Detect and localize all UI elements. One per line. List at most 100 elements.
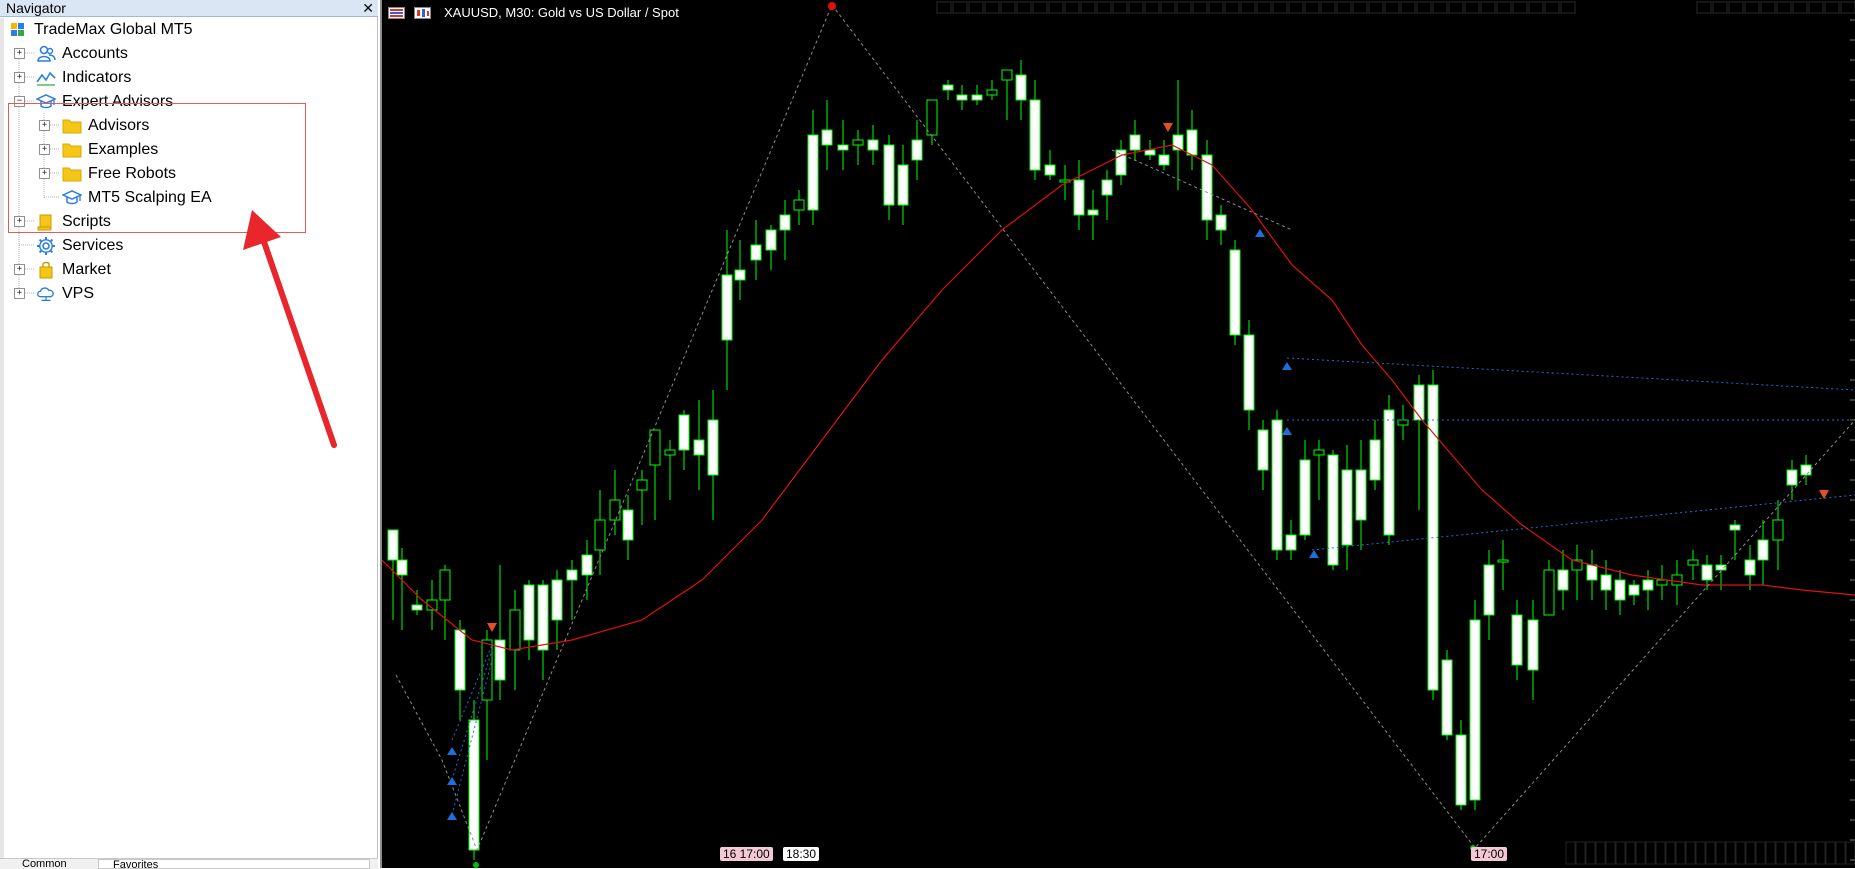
- scale-box: [1615, 841, 1626, 865]
- candle-body: [1271, 419, 1283, 551]
- scale-box: [1685, 841, 1696, 865]
- scale-box: [968, 1, 984, 14]
- tree-item-mt5-scalping-ea[interactable]: MT5 Scalping EA: [62, 186, 212, 210]
- candle-body: [396, 559, 408, 576]
- scale-box: [1144, 1, 1160, 14]
- scale-box: [1765, 841, 1776, 865]
- tree-item-vps[interactable]: VPS: [36, 282, 94, 306]
- candle-body: [1571, 559, 1583, 571]
- candle-body: [1327, 454, 1339, 566]
- tree-item-indicators[interactable]: Indicators: [36, 66, 131, 90]
- candle-body: [1129, 134, 1141, 151]
- expand-icon[interactable]: +: [14, 288, 25, 299]
- folder-icon: [62, 164, 82, 184]
- buy-arrow-icon: [1282, 427, 1292, 435]
- expand-icon[interactable]: +: [39, 168, 50, 179]
- sell-arrow-icon: [487, 623, 497, 632]
- candle-body: [867, 139, 879, 151]
- scale-box: [1128, 1, 1144, 14]
- scale-box: [984, 1, 1000, 14]
- sell-arrow-icon: [1819, 490, 1829, 499]
- scale-box: [1735, 841, 1746, 865]
- candle-body: [439, 569, 451, 601]
- candle-body: [971, 94, 983, 101]
- tree-item-services[interactable]: Services: [36, 234, 123, 258]
- scale-box: [1785, 841, 1796, 865]
- tab-common[interactable]: Common: [22, 859, 67, 869]
- scale-box: [1845, 841, 1855, 865]
- expand-icon[interactable]: +: [14, 216, 25, 227]
- candle-body: [1557, 569, 1569, 591]
- scale-box: [1256, 1, 1272, 14]
- expand-icon[interactable]: +: [14, 48, 25, 59]
- tree-item-scripts[interactable]: Scripts: [36, 210, 111, 234]
- vps-icon: [36, 284, 56, 304]
- scale-box: [1464, 1, 1480, 14]
- chart-candles-icon[interactable]: [414, 6, 431, 19]
- tree-item-advisors[interactable]: Advisors: [62, 114, 149, 138]
- candle-body: [1483, 564, 1495, 616]
- tree-item-market[interactable]: Market: [36, 258, 111, 282]
- navigator-tree: TradeMax Global MT5 + Accounts + Indicat…: [0, 18, 378, 858]
- expand-icon[interactable]: +: [14, 264, 25, 275]
- scale-box: [952, 1, 968, 14]
- candle-body: [454, 629, 466, 691]
- candle-body: [1800, 464, 1812, 476]
- scale-box: [1575, 841, 1586, 865]
- sell-arrow-icon: [1163, 123, 1173, 132]
- candle-body: [551, 579, 563, 621]
- tree-item-examples[interactable]: Examples: [62, 138, 158, 162]
- zigzag-line: [395, 4, 1855, 852]
- navigator-header: Navigator ✕: [0, 0, 378, 17]
- price-chart[interactable]: [382, 0, 1855, 868]
- expand-icon[interactable]: +: [39, 144, 50, 155]
- scale-box: [1192, 1, 1208, 14]
- candle-body: [1715, 564, 1727, 571]
- candle-body: [1115, 149, 1127, 176]
- candle-body: [1671, 574, 1683, 586]
- candle-body: [1341, 469, 1353, 546]
- scale-box: [1336, 1, 1352, 14]
- tree-item-terminal[interactable]: TradeMax Global MT5: [8, 18, 193, 42]
- close-icon[interactable]: ✕: [362, 0, 374, 16]
- candle-body: [509, 609, 521, 651]
- candle-body: [765, 229, 777, 251]
- tree-item-label: MT5 Scalping EA: [88, 189, 212, 206]
- tree-item-label: Free Robots: [88, 165, 177, 182]
- scale-box: [1728, 1, 1744, 14]
- expert-advisors-icon: [36, 92, 56, 112]
- tree-item-free-robots[interactable]: Free Robots: [62, 162, 176, 186]
- chart-window[interactable]: XAUUSD, M30: Gold vs US Dollar / Spot 16…: [380, 0, 1855, 868]
- trend-line: [1311, 494, 1855, 551]
- candle-body: [1397, 419, 1409, 426]
- candle-body: [1087, 209, 1099, 216]
- tree-item-accounts[interactable]: Accounts: [36, 42, 128, 66]
- collapse-icon[interactable]: −: [14, 96, 25, 107]
- scale-box: [1712, 1, 1728, 14]
- candle-body: [1511, 614, 1523, 666]
- expand-icon[interactable]: +: [39, 120, 50, 131]
- scale-box: [1565, 841, 1576, 865]
- candle-body: [721, 274, 733, 341]
- candle-body: [1497, 559, 1509, 563]
- scale-box: [1528, 1, 1544, 14]
- candle-body: [1299, 459, 1311, 536]
- candle-body: [942, 84, 954, 91]
- scale-box: [1825, 841, 1836, 865]
- candle-body: [481, 639, 493, 701]
- tree-item-expert-advisors[interactable]: Expert Advisors: [36, 90, 173, 114]
- candle-body: [1701, 564, 1713, 581]
- candle-body: [852, 139, 864, 146]
- scale-box: [1695, 841, 1706, 865]
- navigator-tabs: Common Favorites: [0, 858, 378, 869]
- time-label-time: 18:30: [783, 847, 820, 861]
- scale-box: [1304, 1, 1320, 14]
- scale-box: [1715, 841, 1726, 865]
- chart-list-icon[interactable]: [388, 6, 405, 19]
- expand-icon[interactable]: +: [14, 72, 25, 83]
- candle-body: [594, 519, 606, 551]
- candle-body: [1243, 334, 1255, 411]
- candle-body: [734, 269, 746, 281]
- candle-body: [1073, 179, 1085, 216]
- moving-average-line: [382, 144, 1855, 651]
